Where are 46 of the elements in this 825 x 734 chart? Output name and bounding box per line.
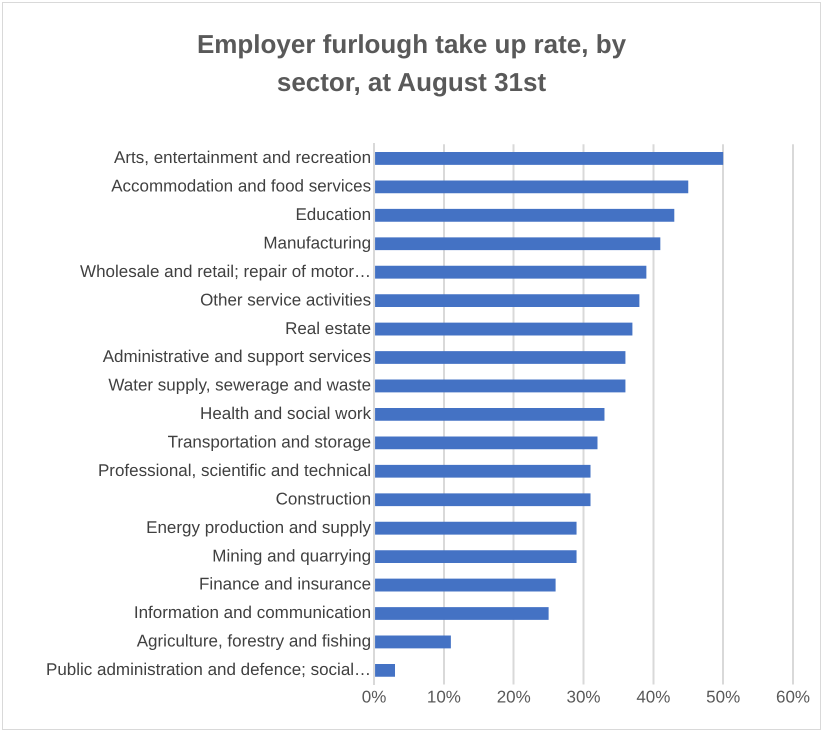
- y-tick-label: Water supply, sewerage and waste: [108, 376, 372, 395]
- bar: [375, 208, 674, 222]
- y-tick-label: Other service activities: [200, 290, 372, 310]
- y-tick-label: Professional, scientific and technical: [98, 460, 372, 480]
- bar: [375, 522, 577, 535]
- y-tick-label: Public administration and defence; social…: [46, 660, 372, 680]
- bar: [375, 351, 626, 364]
- bar: [375, 294, 640, 308]
- y-tick-label: Transportation and storage: [168, 432, 372, 452]
- y-tick-label: Construction: [276, 489, 372, 508]
- x-tick-label: 10%: [426, 687, 461, 706]
- bar: [375, 380, 626, 392]
- bar: [375, 636, 451, 648]
- bar: [375, 607, 549, 620]
- y-tick-label: Administrative and support services: [102, 347, 372, 366]
- y-tick-label: Mining and quarrying: [212, 546, 372, 566]
- x-tick-label: 20%: [496, 687, 531, 706]
- bar: [375, 237, 660, 250]
- bar: [375, 578, 556, 592]
- bar: [375, 322, 632, 336]
- y-tick-label: Agriculture, forestry and fishing: [136, 632, 372, 651]
- x-tick-label: 0%: [362, 687, 386, 706]
- y-tick-label: Finance and insurance: [199, 574, 372, 594]
- y-tick-label: Energy production and supply: [146, 518, 372, 537]
- bar: [375, 408, 604, 421]
- x-tick-label: 50%: [706, 687, 740, 706]
- bar: [375, 464, 591, 478]
- x-tick-label: 40%: [636, 687, 670, 706]
- x-tick-label: 30%: [566, 687, 601, 706]
- bar: [375, 664, 396, 677]
- bar: [375, 266, 646, 279]
- y-tick-label: Arts, entertainment and recreation: [114, 148, 372, 168]
- y-tick-label: Wholesale and retail; repair of motor…: [80, 262, 372, 281]
- x-tick-label: 60%: [776, 687, 810, 706]
- y-tick-label: Education: [295, 204, 372, 224]
- y-tick-label: Information and communication: [134, 603, 372, 622]
- bar: [375, 493, 591, 506]
- bar: [375, 180, 688, 194]
- y-tick-label: Health and social work: [200, 404, 372, 424]
- chart-title: Employer furlough take up rate, by sector, at August 31st: [196, 28, 628, 99]
- bar: [375, 550, 577, 564]
- y-tick-label: Manufacturing: [263, 233, 372, 252]
- y-tick-label: Real estate: [285, 318, 372, 338]
- bar: [375, 152, 724, 165]
- y-tick-label: Accommodation and food services: [111, 176, 372, 196]
- bar: [375, 436, 598, 450]
